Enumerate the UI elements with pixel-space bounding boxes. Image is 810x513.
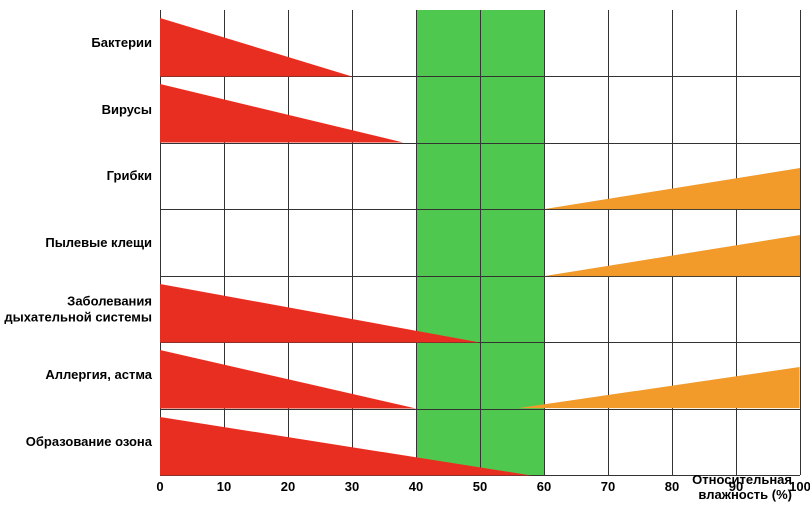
risk-wedge-low-humidity bbox=[160, 84, 403, 142]
grid-line-horizontal bbox=[160, 276, 800, 277]
x-tick-label: 30 bbox=[345, 479, 359, 494]
grid-line-horizontal bbox=[160, 342, 800, 343]
x-tick-label: 10 bbox=[217, 479, 231, 494]
plot-area bbox=[160, 10, 800, 475]
risk-wedge-low-humidity bbox=[160, 18, 352, 76]
risk-wedge-high-humidity bbox=[544, 168, 800, 209]
row-label: Пылевые клещи bbox=[45, 235, 152, 251]
grid-line-vertical bbox=[416, 10, 417, 475]
x-tick-label: 100 bbox=[789, 479, 810, 494]
risk-wedge-high-humidity bbox=[544, 235, 800, 276]
grid-line-horizontal bbox=[160, 76, 800, 77]
row-label: Вирусы bbox=[102, 102, 152, 118]
row-label: Заболеваниядыхательной системы bbox=[4, 293, 152, 324]
row-label: Бактерии bbox=[91, 35, 152, 51]
x-tick-label: 40 bbox=[409, 479, 423, 494]
row-label: Аллергия, астма bbox=[45, 368, 152, 384]
x-tick-label: 60 bbox=[537, 479, 551, 494]
grid-line-horizontal bbox=[160, 209, 800, 210]
x-axis-label: Относительнаявлажность (%) bbox=[692, 472, 792, 503]
x-tick-label: 20 bbox=[281, 479, 295, 494]
risk-wedge-low-humidity bbox=[160, 417, 531, 475]
grid-line-vertical bbox=[800, 10, 801, 475]
risk-wedge-low-humidity bbox=[160, 284, 480, 342]
risk-wedge-high-humidity bbox=[518, 367, 800, 408]
grid-line-horizontal bbox=[160, 409, 800, 410]
row-label: Грибки bbox=[107, 168, 152, 184]
grid-line-vertical bbox=[480, 10, 481, 475]
row-label: Образование озона bbox=[26, 434, 152, 450]
x-tick-label: 80 bbox=[665, 479, 679, 494]
grid-line-horizontal bbox=[160, 143, 800, 144]
x-tick-label: 0 bbox=[156, 479, 163, 494]
x-tick-label: 70 bbox=[601, 479, 615, 494]
risk-wedge-low-humidity bbox=[160, 350, 416, 408]
x-tick-label: 50 bbox=[473, 479, 487, 494]
humidity-risk-chart: Бактерии Вирусы Грибки Пылевые клещи Заболев… bbox=[0, 10, 800, 503]
y-axis-labels: Бактерии Вирусы Грибки Пылевые клещи Заболев… bbox=[0, 10, 160, 503]
